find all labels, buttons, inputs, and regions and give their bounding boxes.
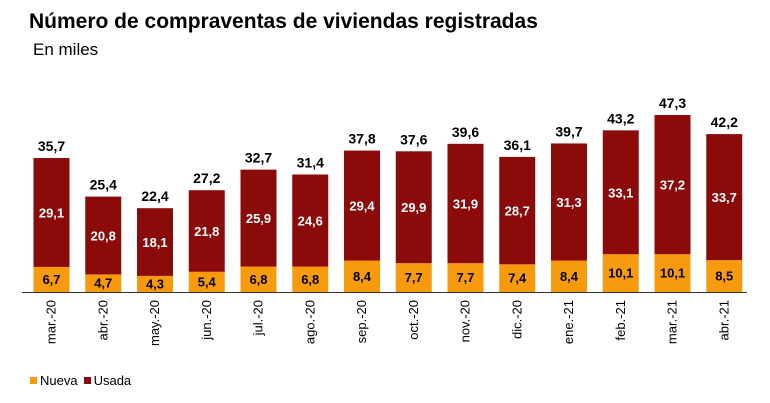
bar-nueva: [292, 266, 329, 292]
total-label: 47,3: [659, 95, 686, 111]
bar-nueva: [33, 266, 70, 292]
legend-label-usada: Usada: [93, 373, 132, 388]
legend-swatch-usada: [83, 377, 91, 384]
bar-usada: [706, 134, 743, 261]
legend-swatch-nueva: [30, 377, 37, 384]
total-label: 39,7: [555, 123, 582, 139]
data-label-usada: 20,8: [91, 228, 116, 243]
total-label: 31,4: [297, 154, 324, 170]
bar-nueva: [447, 263, 484, 292]
data-label-usada: 31,9: [453, 197, 478, 212]
bar-nueva: [395, 263, 432, 292]
x-tick-label: jul.-20: [251, 300, 266, 336]
data-label-usada: 18,1: [142, 235, 167, 250]
x-tick-label: mar.-20: [44, 300, 59, 344]
bar-usada: [188, 190, 225, 272]
x-tick-label: ene.-21: [561, 300, 576, 344]
data-label-nueva: 8,4: [560, 269, 579, 284]
x-tick-label: nov.-20: [458, 300, 473, 342]
total-label: 36,1: [504, 137, 531, 153]
total-label: 39,6: [452, 124, 479, 140]
x-tick-label: jun.-20: [199, 300, 214, 341]
bar-nueva: [344, 260, 380, 292]
x-tick-label: may.-20: [147, 300, 162, 346]
total-label: 32,7: [245, 150, 272, 166]
x-tick-label: ago.-20: [302, 300, 317, 344]
total-label: 37,8: [348, 131, 375, 147]
bar-nueva: [654, 254, 691, 292]
data-label-usada: 29,9: [401, 200, 426, 215]
chart-subtitle: En miles: [33, 40, 99, 59]
chart-title: Número de compraventas de viviendas regi…: [29, 10, 538, 33]
data-label-usada: 28,7: [505, 204, 530, 219]
bar-usada: [654, 115, 691, 255]
legend-item-usada: Usada: [83, 373, 132, 388]
bar-nueva: [188, 271, 225, 292]
legend-label-nueva: Nueva: [40, 373, 78, 388]
x-tick-label: mar.-21: [665, 300, 680, 344]
data-label-nueva: 7,4: [508, 271, 527, 286]
data-label-nueva: 6,8: [249, 272, 267, 287]
data-label-usada: 25,9: [246, 211, 271, 226]
total-label: 35,7: [38, 138, 65, 154]
x-tick-label: dic.-20: [509, 300, 524, 339]
data-label-usada: 31,3: [556, 195, 581, 210]
data-label-nueva: 7,7: [405, 270, 423, 285]
data-label-usada: 24,6: [298, 214, 323, 229]
data-label-nueva: 8,4: [353, 269, 372, 284]
x-tick-label: abr.-21: [716, 300, 731, 340]
x-tick-label: sep.-20: [354, 300, 369, 343]
bar-usada: [551, 143, 587, 261]
bar-usada: [499, 156, 536, 265]
data-label-usada: 21,8: [194, 224, 219, 239]
legend-item-nueva: Nueva: [30, 373, 78, 388]
total-label: 25,4: [90, 177, 117, 193]
data-label-nueva: 4,7: [94, 276, 112, 291]
total-label: 37,6: [400, 131, 427, 147]
bar-usada: [85, 196, 122, 275]
bar-nueva: [551, 260, 587, 292]
bar-nueva: [137, 275, 173, 292]
data-label-nueva: 7,7: [456, 270, 474, 285]
data-label-usada: 29,4: [349, 199, 375, 214]
bar-usada: [33, 158, 70, 267]
data-label-nueva: 10,1: [660, 266, 685, 281]
legend: Nueva Usada: [30, 373, 137, 388]
data-label-nueva: 4,3: [146, 276, 164, 291]
bar-nueva: [240, 266, 277, 292]
x-tick-label: abr.-20: [95, 300, 110, 340]
x-tick-label: oct.-20: [406, 300, 421, 340]
bar-nueva: [499, 264, 536, 292]
data-label-usada: 37,2: [660, 178, 685, 193]
data-label-nueva: 6,8: [301, 272, 319, 287]
bar-usada: [447, 143, 484, 264]
data-label-nueva: 6,7: [42, 272, 60, 287]
bar-nueva: [602, 254, 639, 292]
bar-usada: [292, 174, 329, 267]
total-label: 27,2: [193, 170, 220, 186]
bar-usada: [395, 151, 432, 264]
data-label-usada: 33,1: [608, 185, 633, 200]
bar-usada: [240, 169, 277, 267]
data-label-usada: 33,7: [712, 190, 737, 205]
x-tick-label: feb.-21: [613, 300, 628, 340]
data-label-nueva: 8,5: [715, 269, 733, 284]
bar-usada: [344, 150, 380, 261]
bar-nueva: [706, 260, 743, 292]
data-label-nueva: 10,1: [608, 266, 633, 281]
total-label: 43,2: [607, 110, 634, 126]
data-label-usada: 29,1: [39, 205, 64, 220]
data-label-nueva: 5,4: [198, 274, 217, 289]
bar-usada: [602, 130, 639, 255]
bar-nueva: [85, 274, 122, 292]
total-label: 42,2: [711, 114, 738, 130]
bar-usada: [137, 208, 173, 276]
total-label: 22,4: [141, 188, 168, 204]
